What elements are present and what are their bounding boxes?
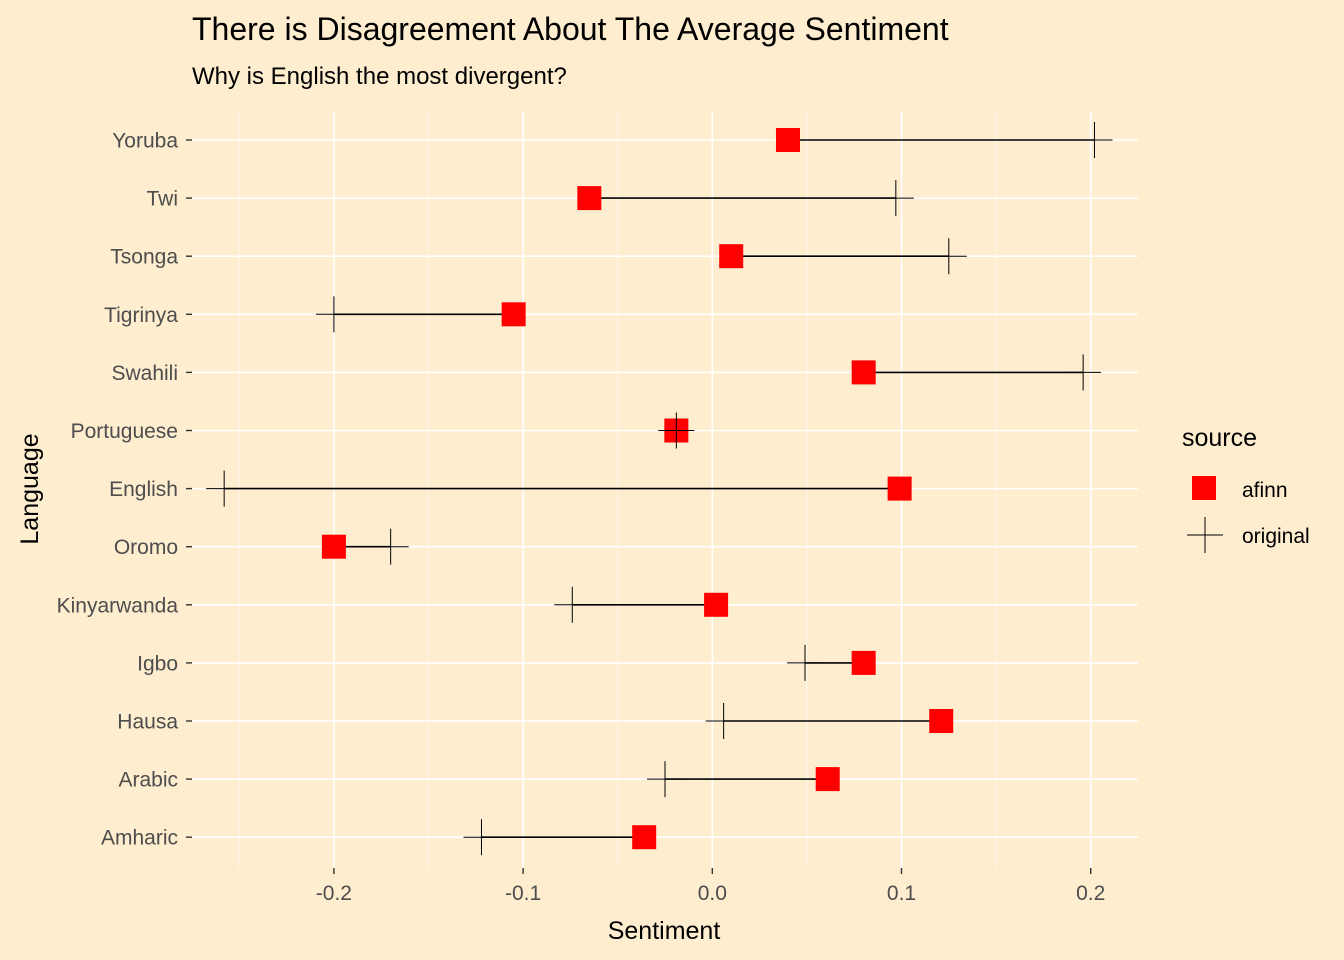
chart-title: There is Disagreement About The Average … (192, 11, 949, 47)
y-tick-label: Yoruba (112, 130, 178, 153)
afinn-point (775, 128, 800, 152)
x-axis: -0.2 -0.1 0.0 0.1 0.2 (316, 868, 1105, 905)
afinn-point (887, 476, 912, 501)
afinn-point (632, 825, 657, 850)
y-tick-label: Swahili (111, 362, 178, 385)
grid (192, 112, 1138, 868)
y-tick-label: Hausa (117, 711, 178, 734)
afinn-point (719, 244, 744, 269)
x-axis-title: Sentiment (608, 917, 721, 945)
legend: source afinn original (1182, 424, 1310, 553)
plot-marks (206, 122, 1113, 856)
x-tick-label: -0.1 (505, 882, 541, 905)
afinn-point (851, 650, 876, 675)
y-axis: Yoruba Twi Tsonga Tigrinya Swahili Portuguese… (57, 130, 192, 850)
afinn-point (704, 592, 729, 617)
legend-title: source (1182, 424, 1257, 452)
y-tick-label: Tsonga (110, 246, 178, 269)
legend-label-afinn: afinn (1242, 479, 1288, 502)
afinn-point (501, 302, 526, 327)
y-tick-label: Twi (147, 188, 179, 211)
y-tick-label: Tigrinya (104, 304, 178, 327)
y-tick-label: English (109, 478, 178, 501)
x-tick-label: 0.0 (698, 882, 727, 905)
afinn-point (577, 186, 602, 211)
legend-key-afinn (1192, 476, 1216, 500)
y-tick-label: Igbo (137, 652, 178, 675)
x-tick-label: 0.1 (887, 882, 916, 905)
y-tick-label: Portuguese (71, 420, 178, 443)
afinn-point (851, 360, 876, 385)
x-tick-label: 0.2 (1076, 882, 1105, 905)
y-tick-label: Kinyarwanda (57, 594, 179, 617)
chart-subtitle: Why is English the most divergent? (192, 63, 567, 90)
legend-label-original: original (1242, 525, 1310, 548)
y-tick-label: Amharic (101, 827, 178, 850)
x-tick-label: -0.2 (316, 882, 352, 905)
afinn-point (815, 767, 840, 792)
y-axis-title: Language (16, 433, 44, 544)
afinn-point (321, 534, 346, 559)
y-tick-label: Arabic (118, 769, 178, 792)
afinn-point (929, 709, 954, 733)
y-tick-label: Oromo (114, 536, 178, 559)
